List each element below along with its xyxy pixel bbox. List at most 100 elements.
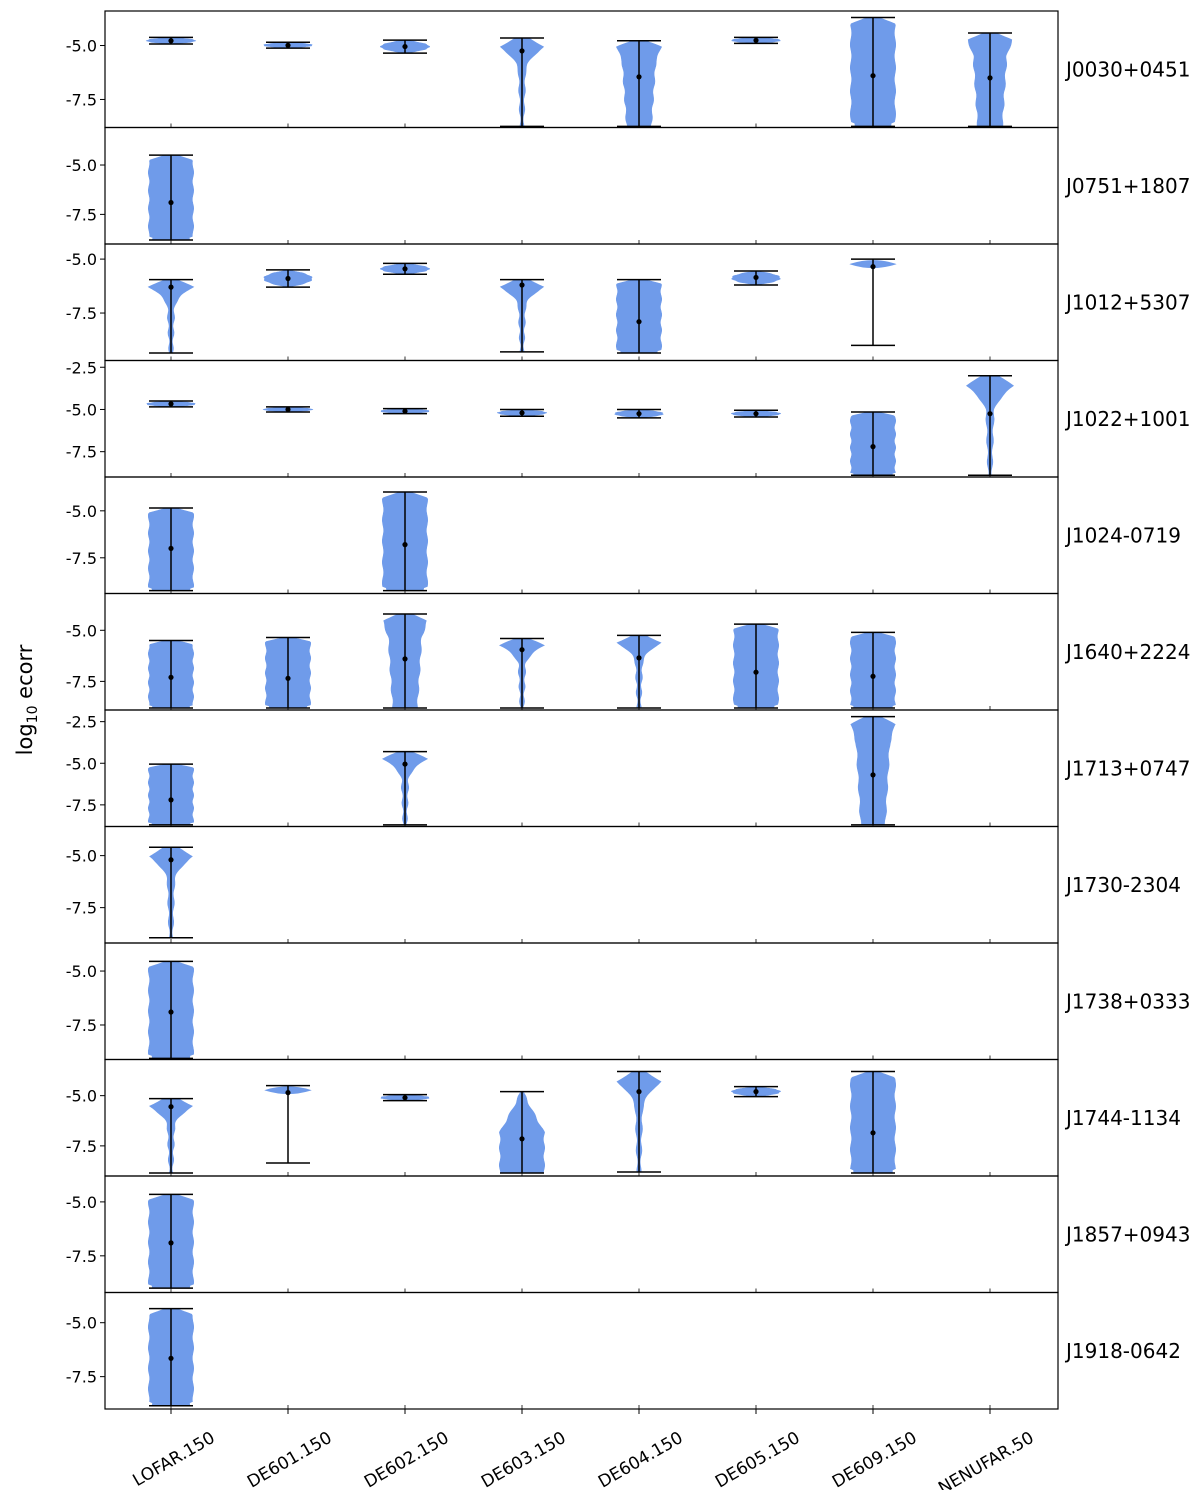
y-tick-label: -7.5 [66, 90, 97, 109]
violin-median [753, 669, 759, 675]
violin-de604-150 [616, 634, 662, 709]
violin-de602-150 [381, 750, 429, 826]
y-tick-label: -7.5 [66, 1016, 97, 1035]
violin-lofar-150 [149, 1097, 193, 1174]
violin-de609-150 [850, 411, 896, 477]
panel-frame [104, 10, 1059, 129]
y-tick-label: -7.5 [66, 672, 97, 691]
violin-median [402, 266, 408, 272]
panel-frame [104, 1175, 1059, 1294]
y-tick-label: -7.5 [66, 1137, 97, 1156]
y-tick-label: -5.0 [66, 250, 97, 269]
y-tick-label: -7.5 [66, 899, 97, 918]
x-category-label: DE601.150 [244, 1428, 336, 1490]
y-tick-label: -5.0 [66, 1193, 97, 1212]
violin-de601-150 [264, 636, 312, 709]
violin-lofar-150 [149, 846, 193, 939]
violin-median [519, 48, 525, 54]
violin-median [870, 673, 876, 679]
pulsar-label: J0751+1807 [1064, 174, 1190, 198]
y-tick-label: -7.5 [66, 796, 97, 815]
y-tick-label: -5.0 [66, 502, 97, 521]
violin-median [870, 444, 876, 450]
violin-median [636, 319, 642, 325]
violin-median [285, 42, 291, 48]
panel-frame [104, 359, 1059, 478]
violin-de605-150 [731, 36, 781, 45]
violin-lofar-150 [145, 36, 197, 45]
violin-nenufar-50 [965, 374, 1015, 477]
panel-j1730-2304: -5.0 -7.5 J1730-2304 [66, 825, 1181, 944]
violin-de602-150 [380, 1093, 430, 1102]
panel-j1918-0642: -5.0 -7.5 J1918-0642 [66, 1291, 1181, 1410]
violin-median [285, 275, 291, 282]
panel-j1738-0333: -5.0 -7.5 J1738+0333 [66, 942, 1190, 1061]
violin-de602-150 [380, 407, 430, 415]
panel-j1640-2224: -5.0 -7.5 J1640+2224 [66, 592, 1190, 711]
violin-lofar-150 [148, 639, 194, 709]
violin-median [168, 1355, 174, 1361]
pulsar-label: J1640+2224 [1064, 640, 1190, 664]
violin-median [402, 43, 408, 50]
violin-median [753, 411, 759, 417]
violin-median [168, 797, 174, 803]
panel-j1022-1001: -2.5 -5.0 -7.5 J1022+1001 [66, 358, 1190, 478]
violin-median [987, 75, 993, 81]
pulsar-label: J1744-1134 [1064, 1106, 1181, 1130]
panel-frame [104, 1058, 1059, 1177]
violin-de601-150 [264, 1084, 312, 1164]
y-tick-label: -5.0 [66, 754, 97, 773]
violin-de601-150 [262, 406, 314, 413]
violin-median [753, 1089, 759, 1095]
y-tick-label: -7.5 [66, 549, 97, 568]
x-category-label: DE609.150 [829, 1428, 921, 1490]
violin-median [168, 1104, 174, 1110]
violin-lofar-150 [147, 507, 195, 592]
violin-median [168, 1240, 174, 1246]
pulsar-label: J0030+0451 [1064, 57, 1190, 81]
violin-de603-150 [497, 408, 547, 417]
violin-median [402, 1095, 408, 1101]
x-category-label: DE603.150 [478, 1428, 570, 1490]
y-tick-label: -7.5 [66, 205, 97, 224]
x-axis: LOFAR.150 DE601.150 DE602.150 DE603.150 DE60… [130, 1409, 1038, 1495]
violin-median [636, 74, 642, 80]
pulsar-label: J1857+0943 [1064, 1222, 1190, 1246]
violin-de603-150 [499, 278, 545, 353]
violin-median [870, 264, 876, 270]
panel-frame [104, 592, 1059, 711]
violin-median [870, 73, 876, 79]
violin-de609-150 [850, 715, 896, 826]
violin-lofar-150 [147, 278, 195, 354]
violin-de603-150 [499, 637, 545, 709]
y-axis-label-rest: ecorr [13, 644, 37, 705]
y-tick-label: -5.0 [66, 156, 97, 175]
violin-de603-150 [499, 37, 545, 128]
violin-de609-150 [849, 1070, 897, 1174]
violin-lofar-150 [147, 1307, 195, 1407]
violin-de609-150 [849, 631, 897, 709]
violin-de603-150 [499, 1090, 545, 1174]
pulsar-label: J1012+5307 [1064, 290, 1190, 314]
y-tick-label: -7.5 [66, 443, 97, 462]
violin-median [168, 1009, 174, 1015]
violin-median [987, 411, 993, 417]
panel-frame [104, 243, 1059, 362]
panel-frame [104, 942, 1059, 1061]
panel-frame [104, 825, 1059, 944]
violin-nenufar-50 [967, 32, 1013, 128]
violin-median [168, 284, 174, 290]
y-tick-label: -5.0 [66, 1087, 97, 1106]
violin-de605-150 [733, 623, 779, 709]
pulsar-label: J1713+0747 [1064, 756, 1190, 780]
violin-lofar-150 [147, 1193, 195, 1289]
violin-median [402, 761, 408, 767]
violin-median [753, 274, 759, 281]
panel-j1024-0719: -5.0 -7.5 J1024-0719 [66, 476, 1181, 595]
y-axis-label: log10 ecorr [13, 644, 41, 755]
violin-median [168, 674, 174, 680]
y-axis-label-sub: 10 [25, 706, 41, 724]
violin-median [168, 545, 174, 552]
panel-j0751-1807: -5.0 -7.5 J0751+1807 [66, 126, 1190, 245]
